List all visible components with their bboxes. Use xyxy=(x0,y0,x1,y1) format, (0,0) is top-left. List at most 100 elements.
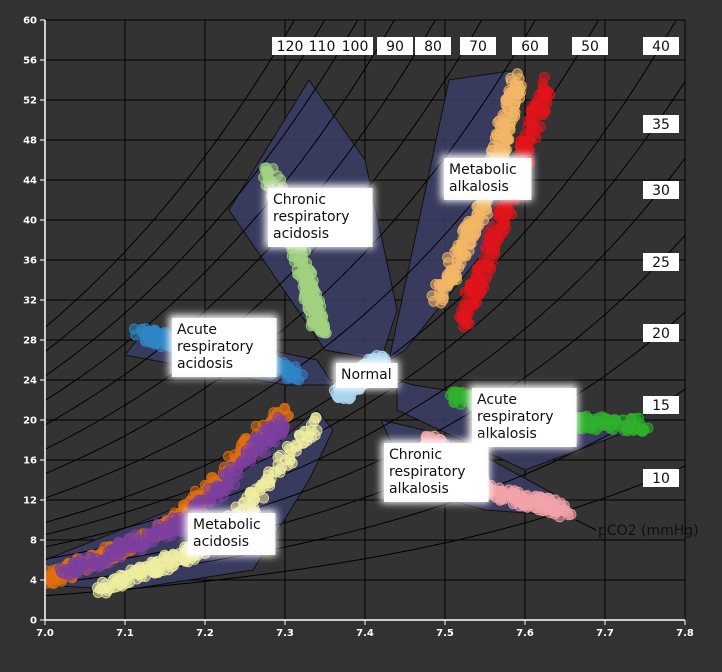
data-point xyxy=(267,422,279,433)
data-point xyxy=(308,283,320,295)
region-label-box xyxy=(336,363,398,388)
data-point xyxy=(523,144,535,155)
y-tick-label: 8 xyxy=(30,536,37,547)
pco2-label: 10 xyxy=(643,469,679,487)
pco2-isopleth-line xyxy=(45,20,326,353)
pco2-label-text: 60 xyxy=(521,39,539,55)
data-point xyxy=(248,437,260,449)
data-point xyxy=(194,498,206,510)
region-label-box xyxy=(268,188,373,247)
pco2-label-text: 90 xyxy=(386,39,404,55)
region-label-line: respiratory xyxy=(477,409,554,425)
x-tick-label: 7.5 xyxy=(436,628,454,639)
pco2-label-text: 35 xyxy=(652,117,670,133)
pco2-label-text: 80 xyxy=(424,39,442,55)
pco2-isopleth-line xyxy=(45,20,395,401)
y-tick-label: 0 xyxy=(30,616,37,627)
pco2-label-text: 110 xyxy=(309,39,336,55)
pco2-label-text: 50 xyxy=(581,39,599,55)
data-point xyxy=(161,528,173,539)
data-point xyxy=(110,581,122,593)
pco2-label-box xyxy=(512,37,548,55)
axes: 7.0 7.1 7.2 7.3 7.4 7.5 7.6 7.7 7.80481216202428… xyxy=(23,16,694,640)
y-tick-label: 4 xyxy=(30,576,37,587)
pco2-label: 25 xyxy=(643,253,679,271)
pco2-isopleth-line xyxy=(45,20,436,426)
data-point xyxy=(300,273,312,285)
region-label-box xyxy=(472,388,577,447)
pco2-isopleth-line xyxy=(45,20,536,475)
data-point xyxy=(343,392,355,404)
data-point xyxy=(442,252,453,263)
pco2-isopleth-line xyxy=(45,81,685,536)
data-point xyxy=(509,84,521,96)
data-point xyxy=(492,202,504,214)
pco2-label: 120 xyxy=(272,37,308,55)
pco2-isopleth-line xyxy=(45,20,359,377)
pco2-label-text: 20 xyxy=(652,326,670,342)
pco2-label: 20 xyxy=(643,324,679,342)
pco2-label: 15 xyxy=(643,396,679,414)
data-point xyxy=(561,506,573,518)
data-point xyxy=(491,230,503,242)
data-point xyxy=(130,565,142,577)
data-point xyxy=(636,425,648,437)
data-point xyxy=(263,174,274,186)
pco2-label-box xyxy=(337,37,373,55)
pco2-title: pCO2 (mmHg) xyxy=(598,523,699,539)
region-labels: ChronicrespiratoryacidosisAcuterespirato… xyxy=(169,155,578,556)
pco2-label-box xyxy=(643,396,679,414)
data-point xyxy=(464,281,476,293)
data-point xyxy=(591,417,603,429)
region-label-line: Acute xyxy=(477,392,517,408)
data-point xyxy=(489,489,501,501)
data-point xyxy=(138,540,150,551)
pco2-label: 80 xyxy=(415,37,451,55)
data-point xyxy=(277,425,289,437)
region-label-box xyxy=(172,318,277,377)
x-tick-label: 7.4 xyxy=(356,628,374,639)
pco2-label: 50 xyxy=(572,37,608,55)
pco2-title-pointer xyxy=(575,519,597,531)
data-point xyxy=(151,531,163,543)
pco2-label: 40 xyxy=(643,37,679,55)
pco2-label-text: 70 xyxy=(469,39,487,55)
data-point xyxy=(97,582,109,594)
data-point xyxy=(306,316,318,328)
region-label-line: Normal xyxy=(341,367,392,383)
data-point xyxy=(511,494,523,506)
y-tick-label: 52 xyxy=(23,96,37,107)
pco2-label-text: 25 xyxy=(652,255,670,271)
data-point xyxy=(250,483,262,495)
x-tick-label: 7.1 xyxy=(116,628,134,639)
y-tick-label: 40 xyxy=(23,216,37,227)
data-point xyxy=(503,205,515,217)
data-point xyxy=(448,272,460,284)
region-label-box xyxy=(384,443,489,502)
pco2-label: 70 xyxy=(460,37,496,55)
y-tick-label: 24 xyxy=(23,376,37,387)
data-point xyxy=(534,121,546,133)
data-point xyxy=(521,501,533,513)
data-point xyxy=(501,95,513,107)
pco2-label-text: 40 xyxy=(652,39,670,55)
region-label-box xyxy=(444,158,532,200)
region-label: Normal xyxy=(333,360,399,389)
pco2-labels: 120 110 100 90 80 70 60 50 40 35 30 25 20 15 10 pCO2 (m… xyxy=(272,37,699,539)
data-point xyxy=(264,436,276,448)
pco2-label-box xyxy=(643,115,679,133)
data-point xyxy=(229,449,241,461)
pco2-label-box xyxy=(643,469,679,487)
pco2-label-text: 15 xyxy=(652,398,670,414)
pco2-label-box xyxy=(304,37,340,55)
pco2-label: 110 xyxy=(304,37,340,55)
region-label-line: Chronic xyxy=(273,192,326,208)
pco2-label: 60 xyxy=(512,37,548,55)
region-label-line: respiratory xyxy=(389,464,466,480)
data-point xyxy=(316,319,328,331)
region-label-line: acidosis xyxy=(177,356,233,372)
